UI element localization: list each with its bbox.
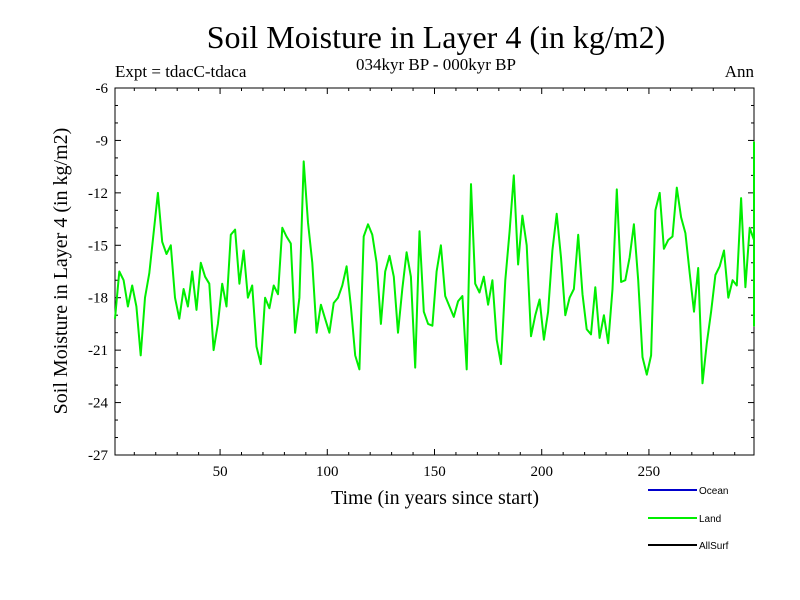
plot-frame xyxy=(114,87,755,456)
y-tick-label: -6 xyxy=(96,81,109,97)
x-tick-label: 100 xyxy=(316,464,339,480)
chart-subtitle: 034kyr BP - 000kyr BP xyxy=(356,55,516,74)
series-line-land xyxy=(114,141,755,385)
x-tick-label: 200 xyxy=(530,464,553,480)
x-axis-label: Time (in years since start) xyxy=(331,487,539,509)
y-axis-label: Soil Moisture in Layer 4 (in kg/m2) xyxy=(50,128,72,415)
legend-label-allsurf: AllSurf xyxy=(699,541,729,552)
x-tick-label: 250 xyxy=(638,464,661,480)
y-tick-label: -21 xyxy=(88,343,108,359)
chart-title: Soil Moisture in Layer 4 (in kg/m2) xyxy=(207,19,666,55)
x-axis: 50 100 150 200 250 xyxy=(133,88,736,480)
y-tick-label: -12 xyxy=(88,186,108,202)
y-tick-label: -18 xyxy=(88,291,108,307)
legend-label-land: Land xyxy=(699,514,721,525)
y-tick-label: -15 xyxy=(88,238,108,254)
x-tick-label: 50 xyxy=(213,464,228,480)
x-tick-label: 150 xyxy=(423,464,446,480)
y-axis: -27 -24 -21 -18 -15 -12 -9 -6 xyxy=(88,81,754,464)
series-layer xyxy=(114,141,755,385)
season-label: Ann xyxy=(725,62,755,81)
y-tick-label: -24 xyxy=(88,396,108,412)
legend-label-ocean: Ocean xyxy=(699,486,728,497)
experiment-label: Expt = tdacC-tdaca xyxy=(115,62,247,81)
y-tick-label: -27 xyxy=(88,448,108,464)
legend: Ocean Land AllSurf xyxy=(648,486,729,552)
y-tick-label: -9 xyxy=(96,133,109,149)
